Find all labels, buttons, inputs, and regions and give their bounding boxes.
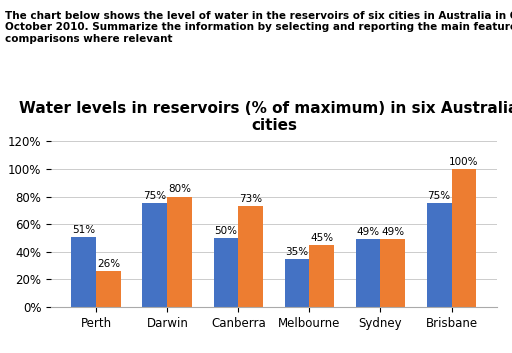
Bar — [239, 206, 263, 307]
Bar — [167, 197, 192, 307]
Text: 35%: 35% — [286, 247, 309, 257]
Legend: Oct-09, Oct-10: Oct-09, Oct-10 — [199, 349, 349, 353]
Text: 51%: 51% — [72, 225, 95, 234]
Text: The chart below shows the level of water in the reservoirs of six cities in Aust: The chart below shows the level of water… — [5, 11, 512, 44]
Text: 50%: 50% — [215, 226, 238, 236]
Text: 45%: 45% — [310, 233, 333, 243]
Text: 49%: 49% — [381, 227, 404, 237]
Bar — [142, 203, 167, 307]
Text: 49%: 49% — [356, 227, 379, 237]
Bar — [356, 239, 380, 307]
Bar — [426, 203, 452, 307]
Bar — [309, 245, 334, 307]
Title: Water levels in reservoirs (% of maximum) in six Australian
cities: Water levels in reservoirs (% of maximum… — [19, 101, 512, 133]
Bar — [285, 259, 309, 307]
Text: 75%: 75% — [428, 191, 451, 201]
Text: 80%: 80% — [168, 184, 191, 195]
Bar — [214, 238, 239, 307]
Bar — [72, 237, 96, 307]
Text: 100%: 100% — [449, 157, 479, 167]
Bar — [452, 169, 476, 307]
Text: 26%: 26% — [97, 259, 120, 269]
Text: 73%: 73% — [239, 194, 262, 204]
Bar — [380, 239, 406, 307]
Text: 75%: 75% — [143, 191, 166, 201]
Bar — [96, 271, 121, 307]
